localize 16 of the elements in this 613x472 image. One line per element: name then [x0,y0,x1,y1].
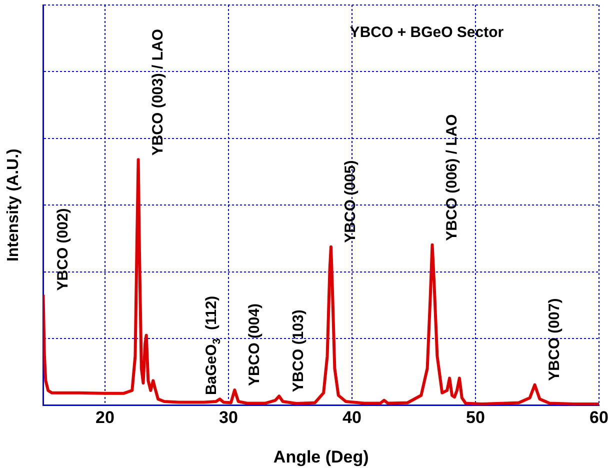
annotation: YBCO (004) [246,303,263,386]
x-axis-title: Angle (Deg) [273,447,369,466]
x-tick-label: 50 [466,408,485,428]
x-tick-label: 40 [342,408,362,428]
chart-title: YBCO + BGeO Sector [350,24,504,42]
x-tick-label: 60 [590,408,608,428]
annotation: BaGeO3 (112) [202,296,223,396]
annotation: YBCO (006) / LAO [443,114,460,241]
x-tick-label: 20 [95,408,114,428]
annotation: YBCO (007) [546,298,563,381]
x-tick-label: 30 [219,408,238,428]
y-axis-title: Intensity (A.U.) [5,148,22,262]
annotation: YBCO (005) [342,160,360,243]
annotation: YBCO (002) [54,208,72,291]
annotation: YBCO (103) [290,310,308,392]
annotation: YBCO (003) / LAO [149,28,166,156]
